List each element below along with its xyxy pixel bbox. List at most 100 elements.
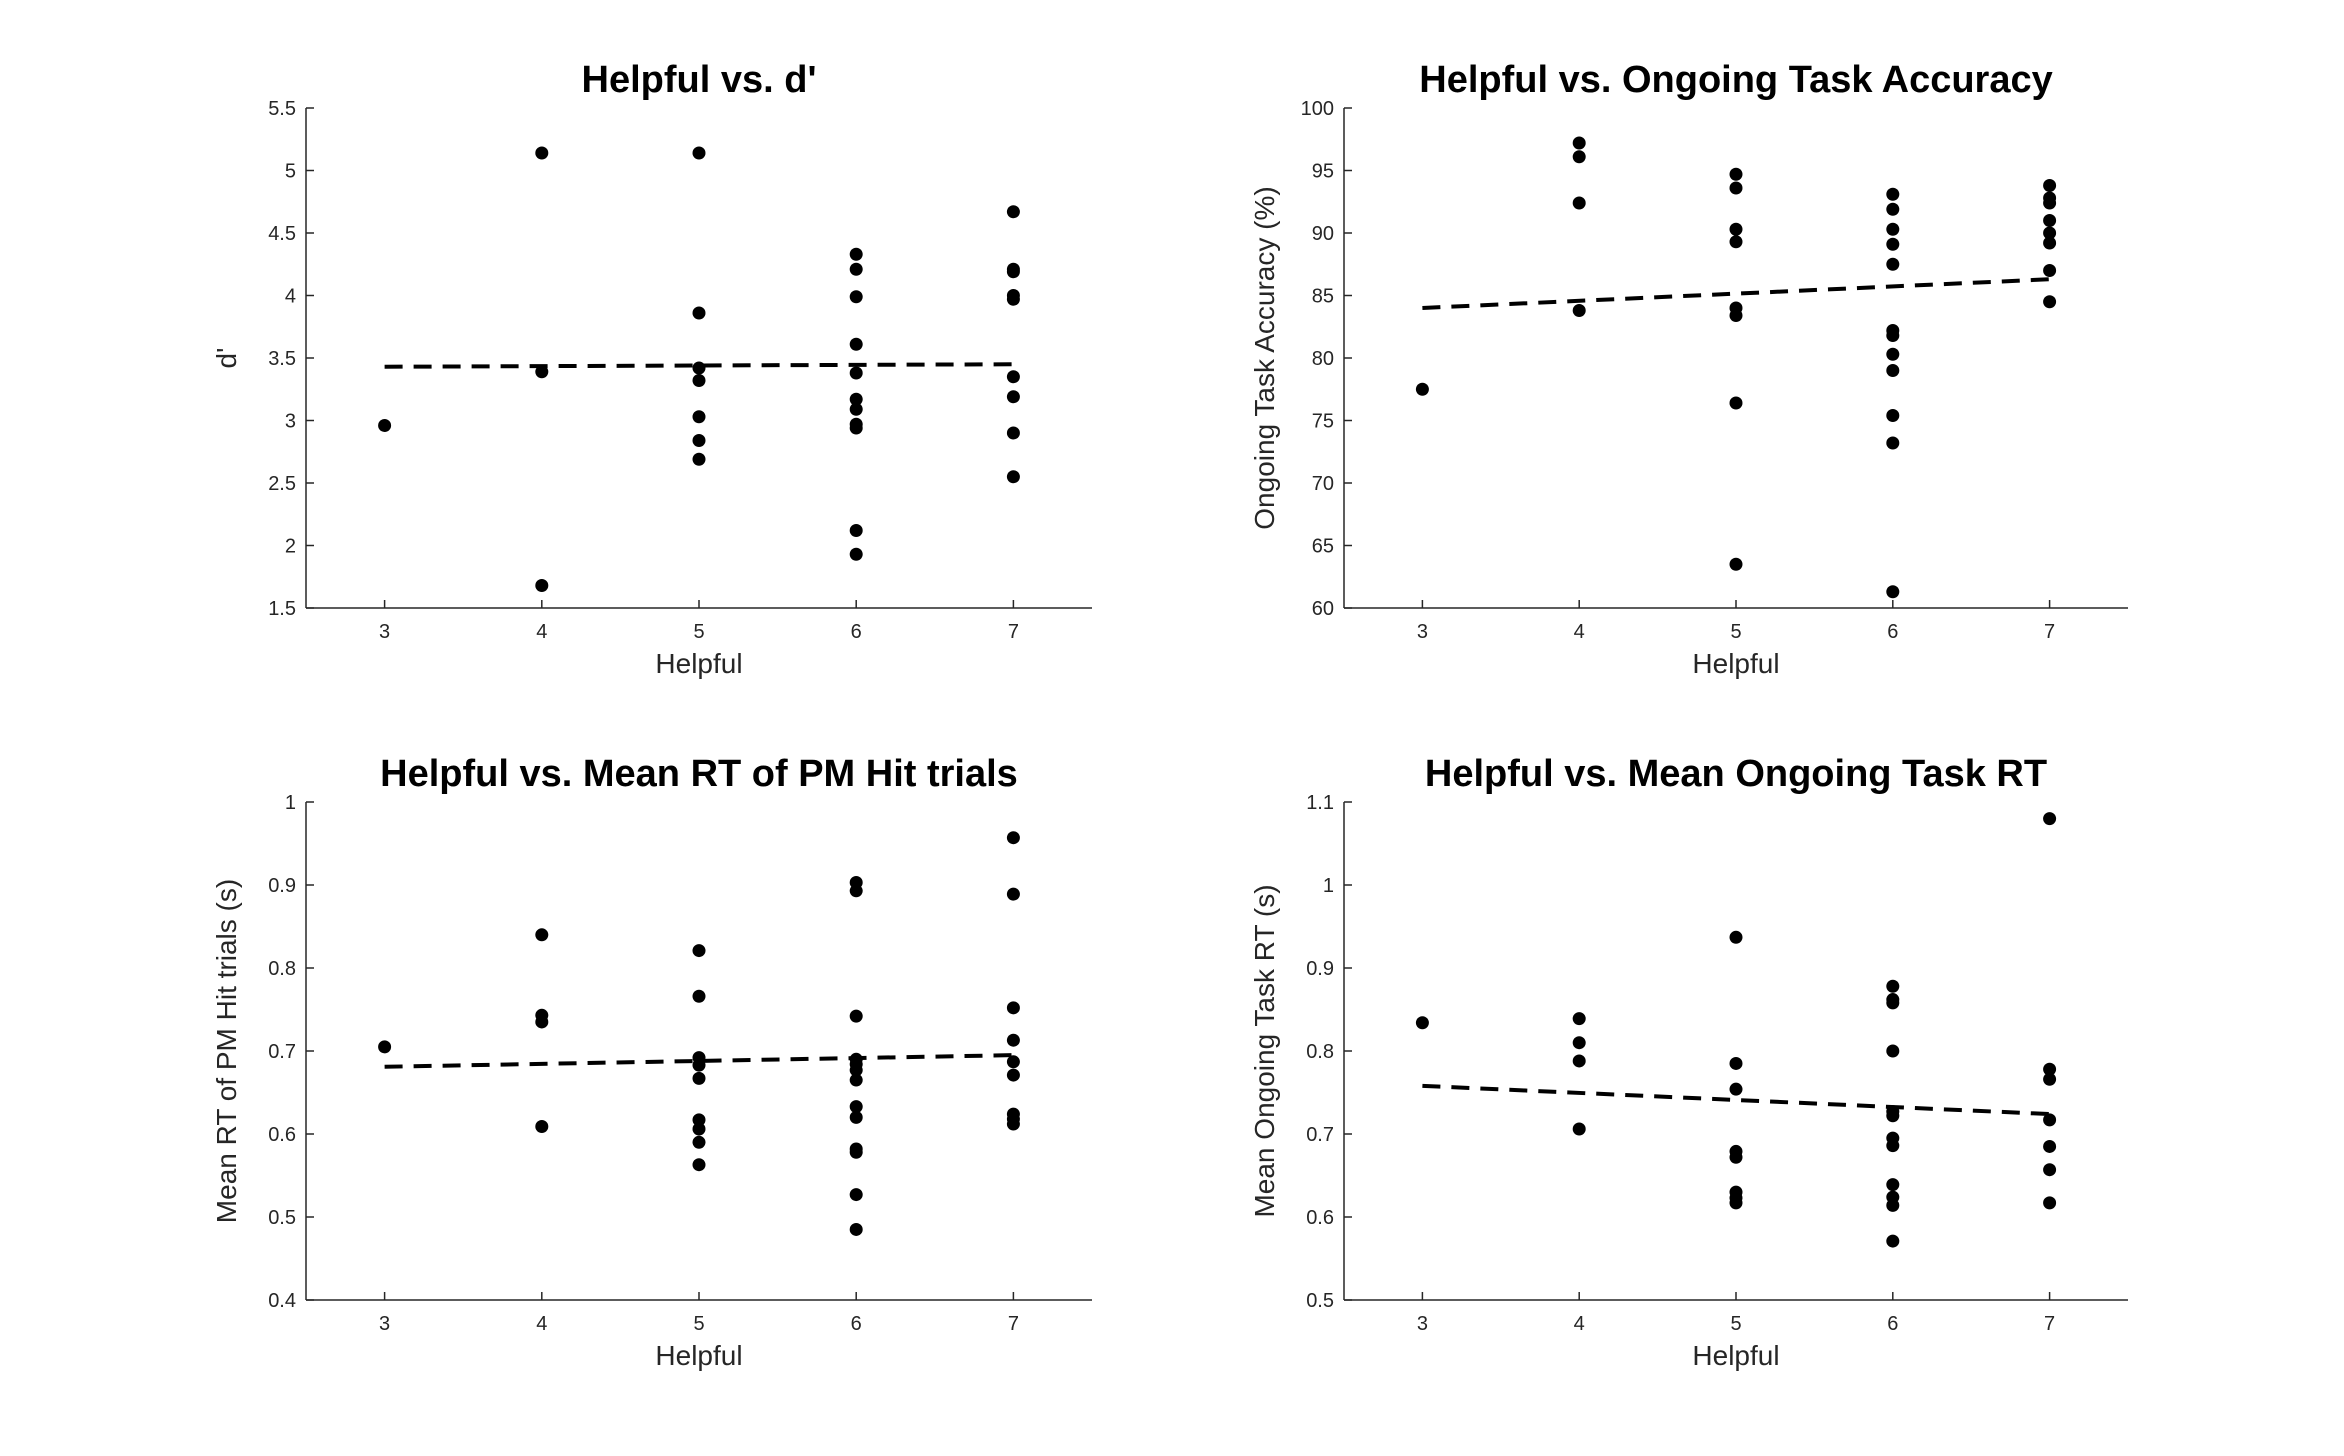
x-tick-label: 7 (2044, 621, 2055, 643)
panel-pm-hit-rt: 0.4 0.5 0.6 0.7 0.8 0.9 1 3 4 5 6 7 Helpful vs. Mean… (211, 753, 1092, 1371)
data-point (849, 247, 863, 261)
data-point (1572, 1012, 1586, 1026)
data-point (1006, 1001, 1020, 1015)
data-point (2043, 1072, 2057, 1086)
data-point (1415, 1016, 1429, 1030)
data-point (378, 1040, 392, 1054)
data-point (1729, 930, 1743, 944)
x-tick-label: 5 (1730, 1313, 1741, 1335)
data-point (692, 146, 706, 160)
y-tick-label: 80 (1312, 348, 1334, 370)
data-point (1415, 382, 1429, 396)
data-point (535, 1120, 549, 1134)
y-tick-label: 3 (285, 411, 296, 433)
data-point (1572, 136, 1586, 150)
data-point (692, 1058, 706, 1072)
data-point (849, 392, 863, 406)
x-tick-label: 5 (1730, 621, 1741, 643)
data-point (1006, 1033, 1020, 1047)
data-point (849, 1145, 863, 1159)
y-tick-label: 0.9 (268, 875, 296, 897)
y-tick-label: 85 (1312, 286, 1334, 308)
regression-line (1422, 277, 2050, 310)
y-tick-label: 1.5 (268, 598, 296, 620)
data-point (692, 1122, 706, 1136)
data-point (1729, 235, 1743, 249)
y-tick-label: 95 (1312, 161, 1334, 183)
data-point (849, 1063, 863, 1077)
data-point (535, 365, 549, 379)
data-point (849, 524, 863, 537)
data-point (2043, 264, 2057, 277)
data-point (849, 337, 863, 351)
data-point (1886, 237, 1900, 251)
data-point (1729, 1196, 1743, 1210)
data-point (849, 1222, 863, 1236)
data-point (1006, 390, 1020, 404)
data-point (692, 452, 706, 466)
y-tick-label: 90 (1312, 223, 1334, 245)
y-tick-label: 1 (1323, 875, 1334, 897)
y-tick-label: 4 (285, 286, 296, 308)
data-point (1886, 996, 1900, 1010)
x-axis-label: Helpful (1692, 1340, 1779, 1371)
data-point (2043, 1196, 2057, 1210)
data-point (2043, 812, 2057, 826)
data-point (1886, 1234, 1900, 1248)
data-point (692, 1158, 706, 1172)
y-axis-label: d' (211, 348, 242, 369)
y-tick-label: 5 (285, 161, 296, 183)
x-tick-label: 4 (536, 1313, 547, 1335)
data-point (1006, 205, 1020, 219)
y-tick-label: 1.1 (1306, 792, 1334, 814)
data-point (2043, 295, 2057, 309)
data-point (692, 1135, 706, 1149)
data-point (1729, 1082, 1743, 1096)
data-point (1886, 1109, 1900, 1123)
regression-line (384, 362, 1014, 369)
data-point (692, 989, 706, 1003)
data-point (692, 1113, 706, 1127)
y-tick-label: 2.5 (268, 473, 296, 495)
data-point (535, 1015, 549, 1029)
y-tick-label: 3.5 (268, 348, 296, 370)
data-point (849, 1110, 863, 1124)
data-point (1729, 557, 1743, 571)
data-point (1729, 309, 1743, 322)
x-tick-label: 6 (1887, 1313, 1898, 1335)
data-point (1729, 1056, 1743, 1070)
y-tick-label: 60 (1312, 598, 1334, 620)
data-point (849, 421, 863, 435)
x-axis-label: Helpful (655, 1340, 742, 1371)
x-tick-label: 3 (379, 621, 390, 643)
x-tick-label: 4 (1574, 621, 1585, 643)
x-tick-label: 5 (693, 1313, 704, 1335)
x-tick-label: 7 (1008, 1313, 1019, 1335)
data-point (1886, 202, 1900, 216)
panel-ongoing-accuracy: 60 65 70 75 80 85 90 95 100 3 4 5 6 7 Helpful vs. Ongo… (1249, 59, 2128, 679)
data-point (1886, 222, 1900, 236)
x-axis-label: Helpful (1692, 648, 1779, 679)
data-point (1006, 470, 1020, 484)
data-point (1729, 1150, 1743, 1164)
data-point (1006, 426, 1020, 440)
panel-d-prime: 1.5 2 2.5 3 3.5 4 4.5 5 5.5 3 4 5 6 7 Helpful vs. d' He… (211, 59, 1092, 679)
y-tick-label: 4.5 (268, 223, 296, 245)
regression-line (384, 1053, 1014, 1069)
x-tick-label: 5 (693, 621, 704, 643)
data-point (1886, 409, 1900, 422)
data-point (1006, 887, 1020, 901)
data-point (378, 419, 392, 432)
y-tick-label: 1 (285, 792, 296, 814)
data-point (1572, 1036, 1586, 1050)
data-point (1006, 1117, 1020, 1131)
data-point (535, 146, 549, 160)
y-tick-label: 0.7 (268, 1041, 296, 1063)
data-point (692, 374, 706, 387)
y-tick-label: 0.8 (1306, 1041, 1334, 1063)
data-point (692, 944, 706, 958)
x-tick-label: 4 (1574, 1313, 1585, 1335)
data-point (849, 884, 863, 898)
chart-title: Helpful vs. d' (582, 59, 817, 101)
x-tick-label: 7 (2044, 1313, 2055, 1335)
